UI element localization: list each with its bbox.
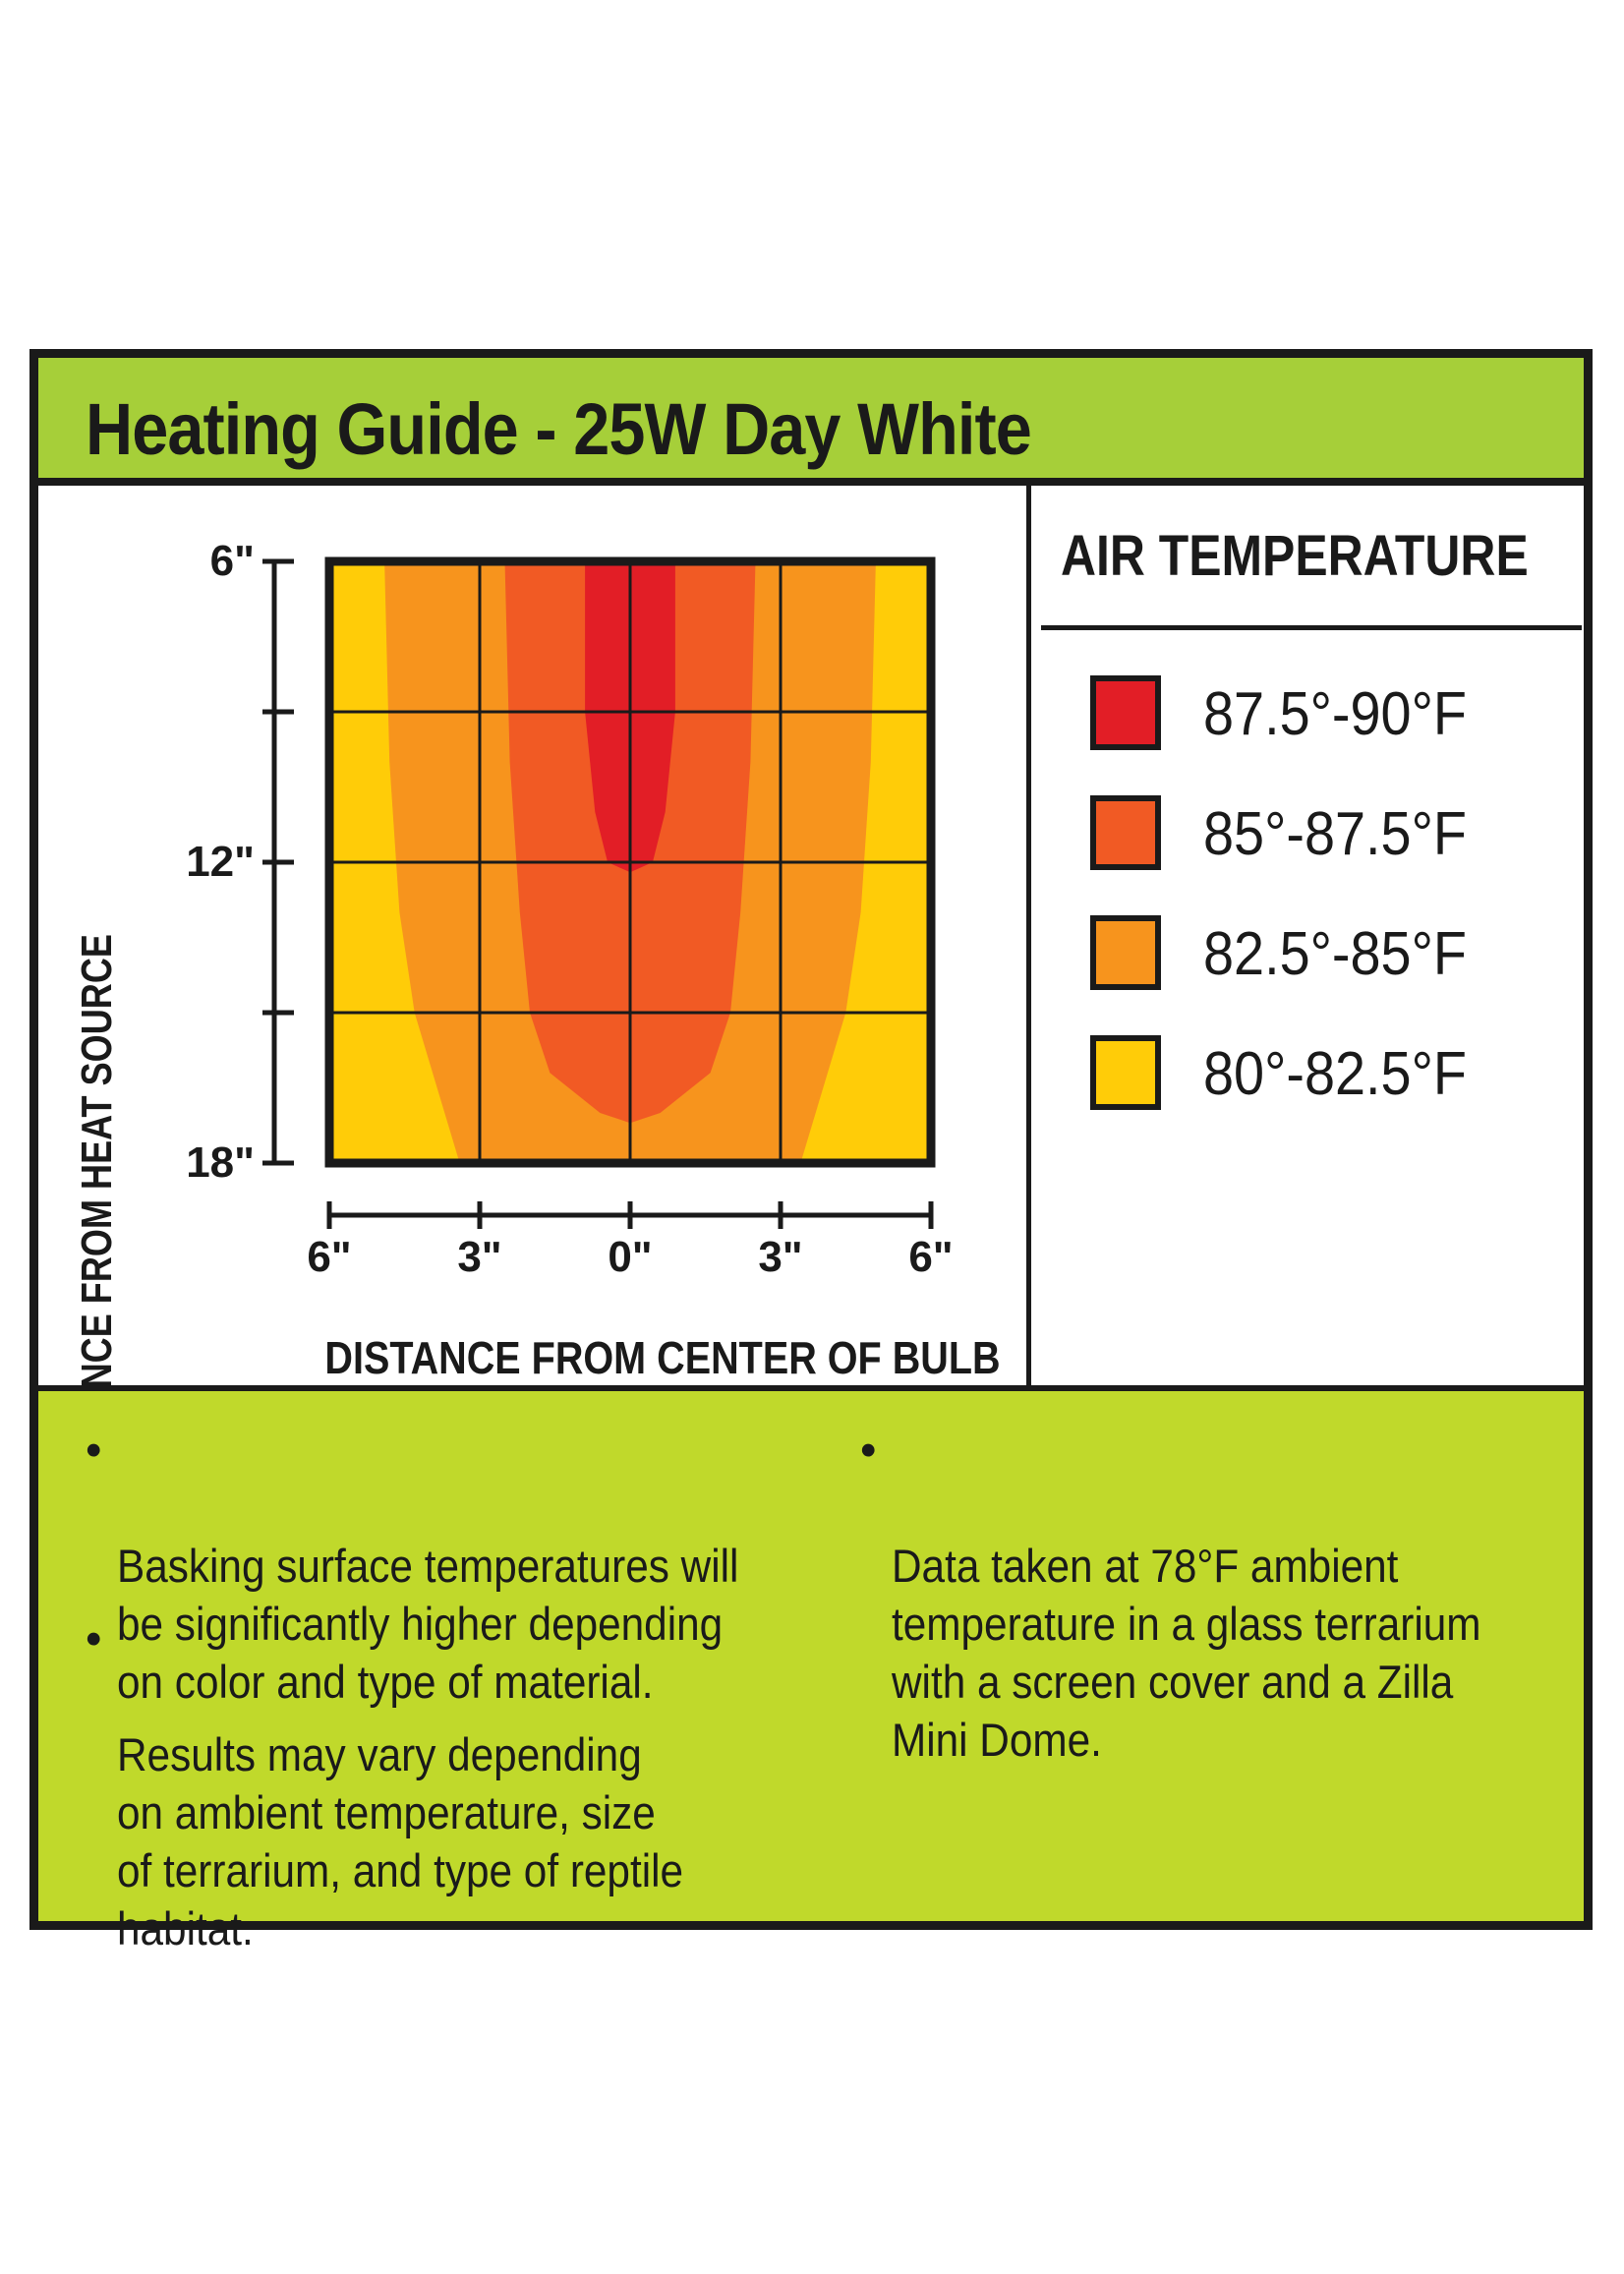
legend-swatch-87-90	[1090, 675, 1161, 750]
x-tick-label: 6"	[908, 1233, 954, 1281]
legend-item: 87.5°-90°F	[1090, 675, 1582, 754]
x-tick-label: 0"	[608, 1233, 653, 1281]
legend-label: 87.5°-90°F	[1203, 680, 1467, 748]
y-tick-label: 6"	[209, 537, 255, 585]
note-text: Results may vary depending on ambient te…	[117, 1728, 684, 1954]
plot-border	[324, 556, 936, 1168]
heat-zone-chart	[262, 556, 936, 1229]
note-data-conditions: • Data taken at 78°F ambient temperature…	[860, 1421, 1624, 1827]
legend-item: 85°-87.5°F	[1090, 795, 1582, 874]
legend-title: AIR TEMPERATURE	[1061, 524, 1529, 588]
page-title: Heating Guide - 25W Day White	[86, 388, 1032, 470]
legend-rule	[1041, 625, 1582, 630]
note-text: Basking surface temperatures will be sig…	[117, 1540, 739, 1708]
x-tick-label: 6"	[307, 1233, 352, 1281]
section-divider	[1026, 486, 1031, 1390]
legend-item: 80°-82.5°F	[1090, 1035, 1582, 1114]
legend-label: 82.5°-85°F	[1203, 920, 1467, 988]
x-axis-label: DISTANCE FROM CENTER OF BULB	[324, 1332, 1001, 1383]
x-tick-label: 3"	[758, 1233, 803, 1281]
legend-swatch-82-85	[1090, 915, 1161, 990]
note-basking: • Basking surface temperatures will be s…	[86, 1421, 864, 1769]
legend-label: 85°-87.5°F	[1203, 800, 1467, 868]
note-results: • Results may vary depending on ambient …	[86, 1609, 864, 2015]
y-tick-label: 18"	[186, 1138, 255, 1187]
bullet-icon: •	[860, 1424, 877, 1476]
x-tick-label: 3"	[457, 1233, 502, 1281]
legend-swatch-80-82	[1090, 1035, 1161, 1110]
note-text: Data taken at 78°F ambient temperature i…	[892, 1540, 1481, 1766]
header-band: Heating Guide - 25W Day White	[38, 358, 1584, 486]
heating-guide-card: Heating Guide - 25W Day White DISTANCE F…	[29, 349, 1593, 1954]
bullet-icon: •	[86, 1424, 102, 1476]
legend-swatch-85-87	[1090, 795, 1161, 870]
y-tick-label: 12"	[186, 838, 255, 886]
legend-label: 80°-82.5°F	[1203, 1040, 1467, 1108]
legend-item: 82.5°-85°F	[1090, 915, 1582, 994]
notes-band: • Basking surface temperatures will be s…	[38, 1385, 1584, 1954]
bullet-icon: •	[86, 1612, 102, 1664]
